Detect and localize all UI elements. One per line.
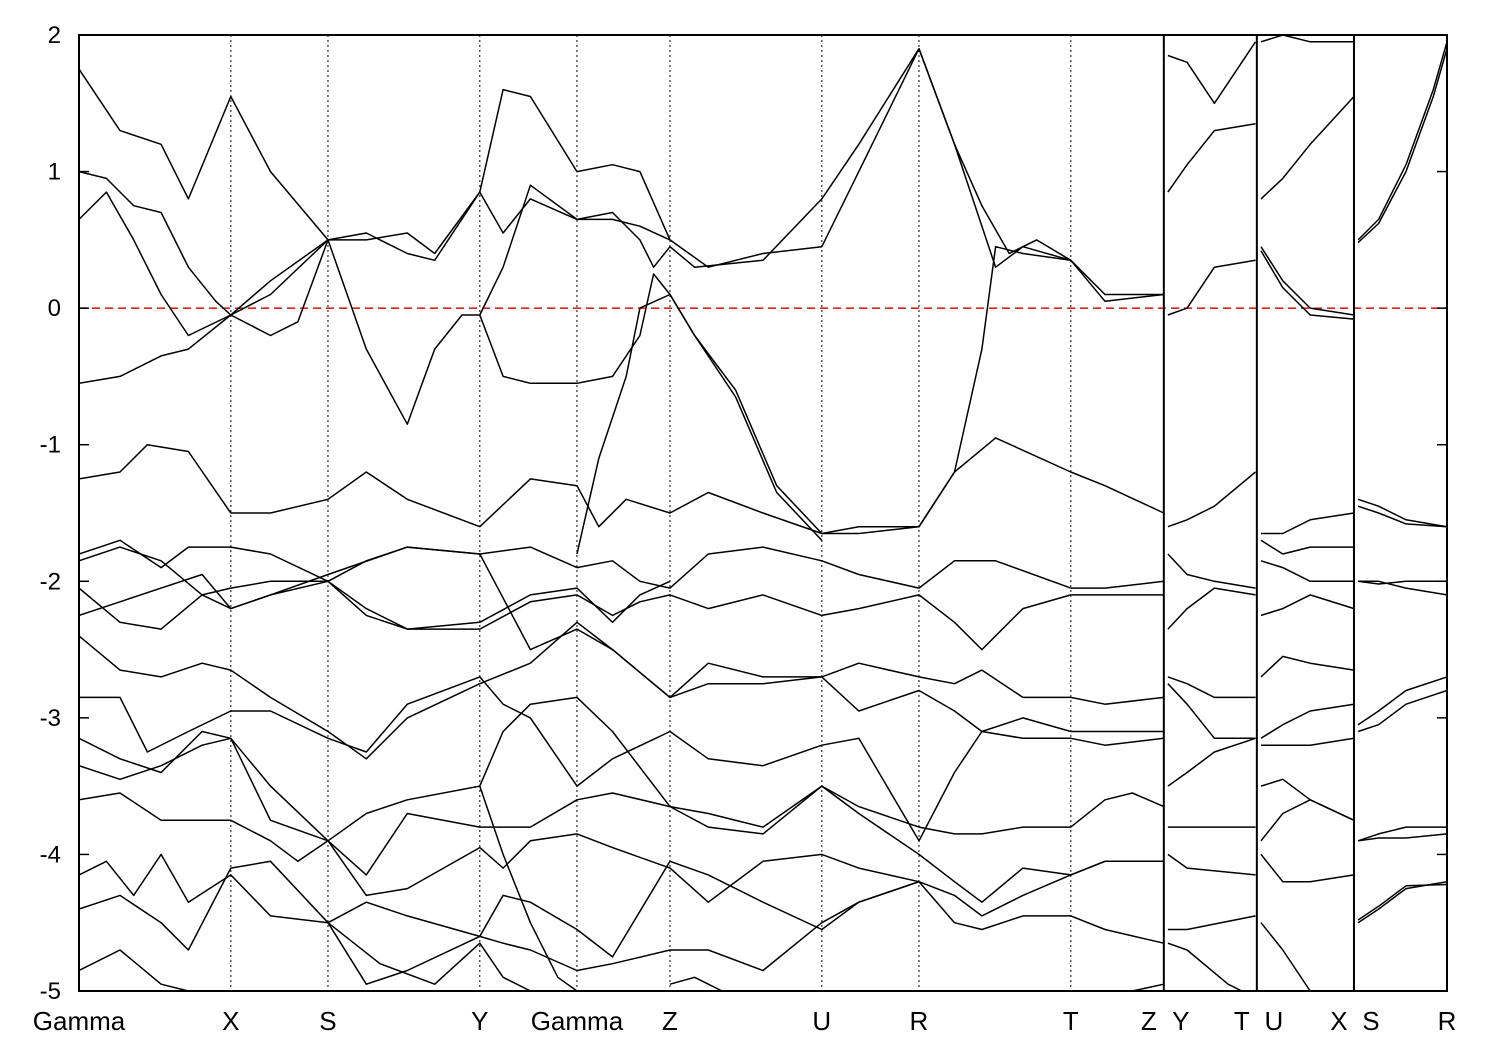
kpoint-label: S [1362,1006,1379,1036]
band-line-21 [79,949,189,991]
kpoint-label: Z [1141,1006,1157,1036]
kpoint-label: U [812,1006,831,1036]
y-tick-label: 1 [48,159,61,186]
band-line-51 [1260,799,1355,842]
band-line-55 [1357,48,1447,244]
band-line-52 [1260,853,1355,883]
band-line-1 [79,47,1164,296]
y-tick-label: 2 [48,22,61,49]
band-line-27 [1167,123,1256,193]
band-line-31 [1167,587,1256,630]
kpoint-label: X [222,1006,239,1036]
kpoint-label: Gamma [531,1006,624,1036]
band-lines [79,35,1447,991]
band-line-53 [1260,922,1311,991]
band-line-48 [1260,703,1355,739]
x-axis: Gamma X S Y Gamma Z U R T Z Y T U X S R [33,1006,1457,1036]
band-line-47 [1260,655,1355,678]
band-line-15 [79,676,1164,842]
kpoint-label: U [1264,1006,1283,1036]
band-line-4 [79,314,232,385]
band-line-45 [1260,560,1354,583]
band-line-9 [79,437,1165,535]
band-line-30 [1167,553,1256,589]
band-line-61 [1357,689,1447,733]
kpoint-label: R [1438,1006,1457,1036]
band-line-57 [1357,505,1447,528]
band-line-18 [79,792,1164,944]
band-line-26 [1167,41,1257,105]
y-tick-label: -5 [40,978,61,1005]
band-line-54 [1357,41,1447,241]
band-line-44 [1260,539,1354,555]
y-axis: -5 -4 -3 -2 -1 0 1 2 [40,22,1447,1005]
band-line-24 [669,976,723,991]
band-line-10 [79,539,1164,589]
band-line-40 [1260,95,1355,200]
band-line-17 [79,737,1164,903]
kpoint-label: T [1063,1006,1079,1036]
band-line-36 [1167,853,1256,876]
band-line-62 [1357,826,1447,842]
band-line-59 [1358,580,1447,585]
band-line-32 [1167,676,1256,699]
band-line-29 [1167,471,1256,528]
band-line-19 [79,853,1164,958]
band-line-6 [327,184,671,425]
band-line-43 [1261,512,1355,535]
kpoint-label: S [319,1006,336,1036]
band-line-46 [1260,594,1355,617]
plot-frame [78,34,1448,992]
kpoint-label: Z [662,1006,678,1036]
band-line-38 [1167,942,1243,991]
band-line-16 [79,696,1165,842]
band-line-2 [79,47,1072,316]
band-line-22 [327,922,531,991]
band-line-34 [1167,737,1256,787]
band-line-5 [230,239,329,316]
y-tick-label: -2 [40,568,61,595]
band-line-3 [79,191,329,337]
band-line-41 [1260,246,1355,316]
band-line-56 [1357,498,1447,528]
band-line-28 [1167,259,1256,316]
kpoint-label: X [1330,1006,1347,1036]
band-line-25 [1132,983,1164,991]
y-tick-label: 0 [48,295,61,322]
band-line-20 [79,860,920,985]
path-separators [1162,35,1355,991]
band-line-49 [1261,737,1355,746]
band-line-39 [1260,35,1354,43]
band-line-23 [479,785,578,991]
band-line-33 [1167,683,1256,740]
kpoint-label: Y [471,1006,488,1036]
y-tick-label: -4 [40,841,61,868]
kpoint-label: Y [1172,1006,1189,1036]
band-line-8 [576,293,823,555]
band-line-12 [79,580,671,630]
band-line-63 [1357,833,1447,842]
band-line-60 [1357,676,1447,726]
kpoint-label: T [1234,1006,1250,1036]
band-line-65 [1357,883,1447,921]
y-tick-label: -3 [40,705,61,732]
y-tick-label: -1 [40,432,61,459]
band-line-42 [1260,250,1355,320]
band-line-7 [479,245,1164,535]
band-line-58 [1358,580,1447,596]
kpoint-label: R [910,1006,929,1036]
band-line-37 [1167,915,1256,931]
kpoint-label: Gamma [33,1006,126,1036]
